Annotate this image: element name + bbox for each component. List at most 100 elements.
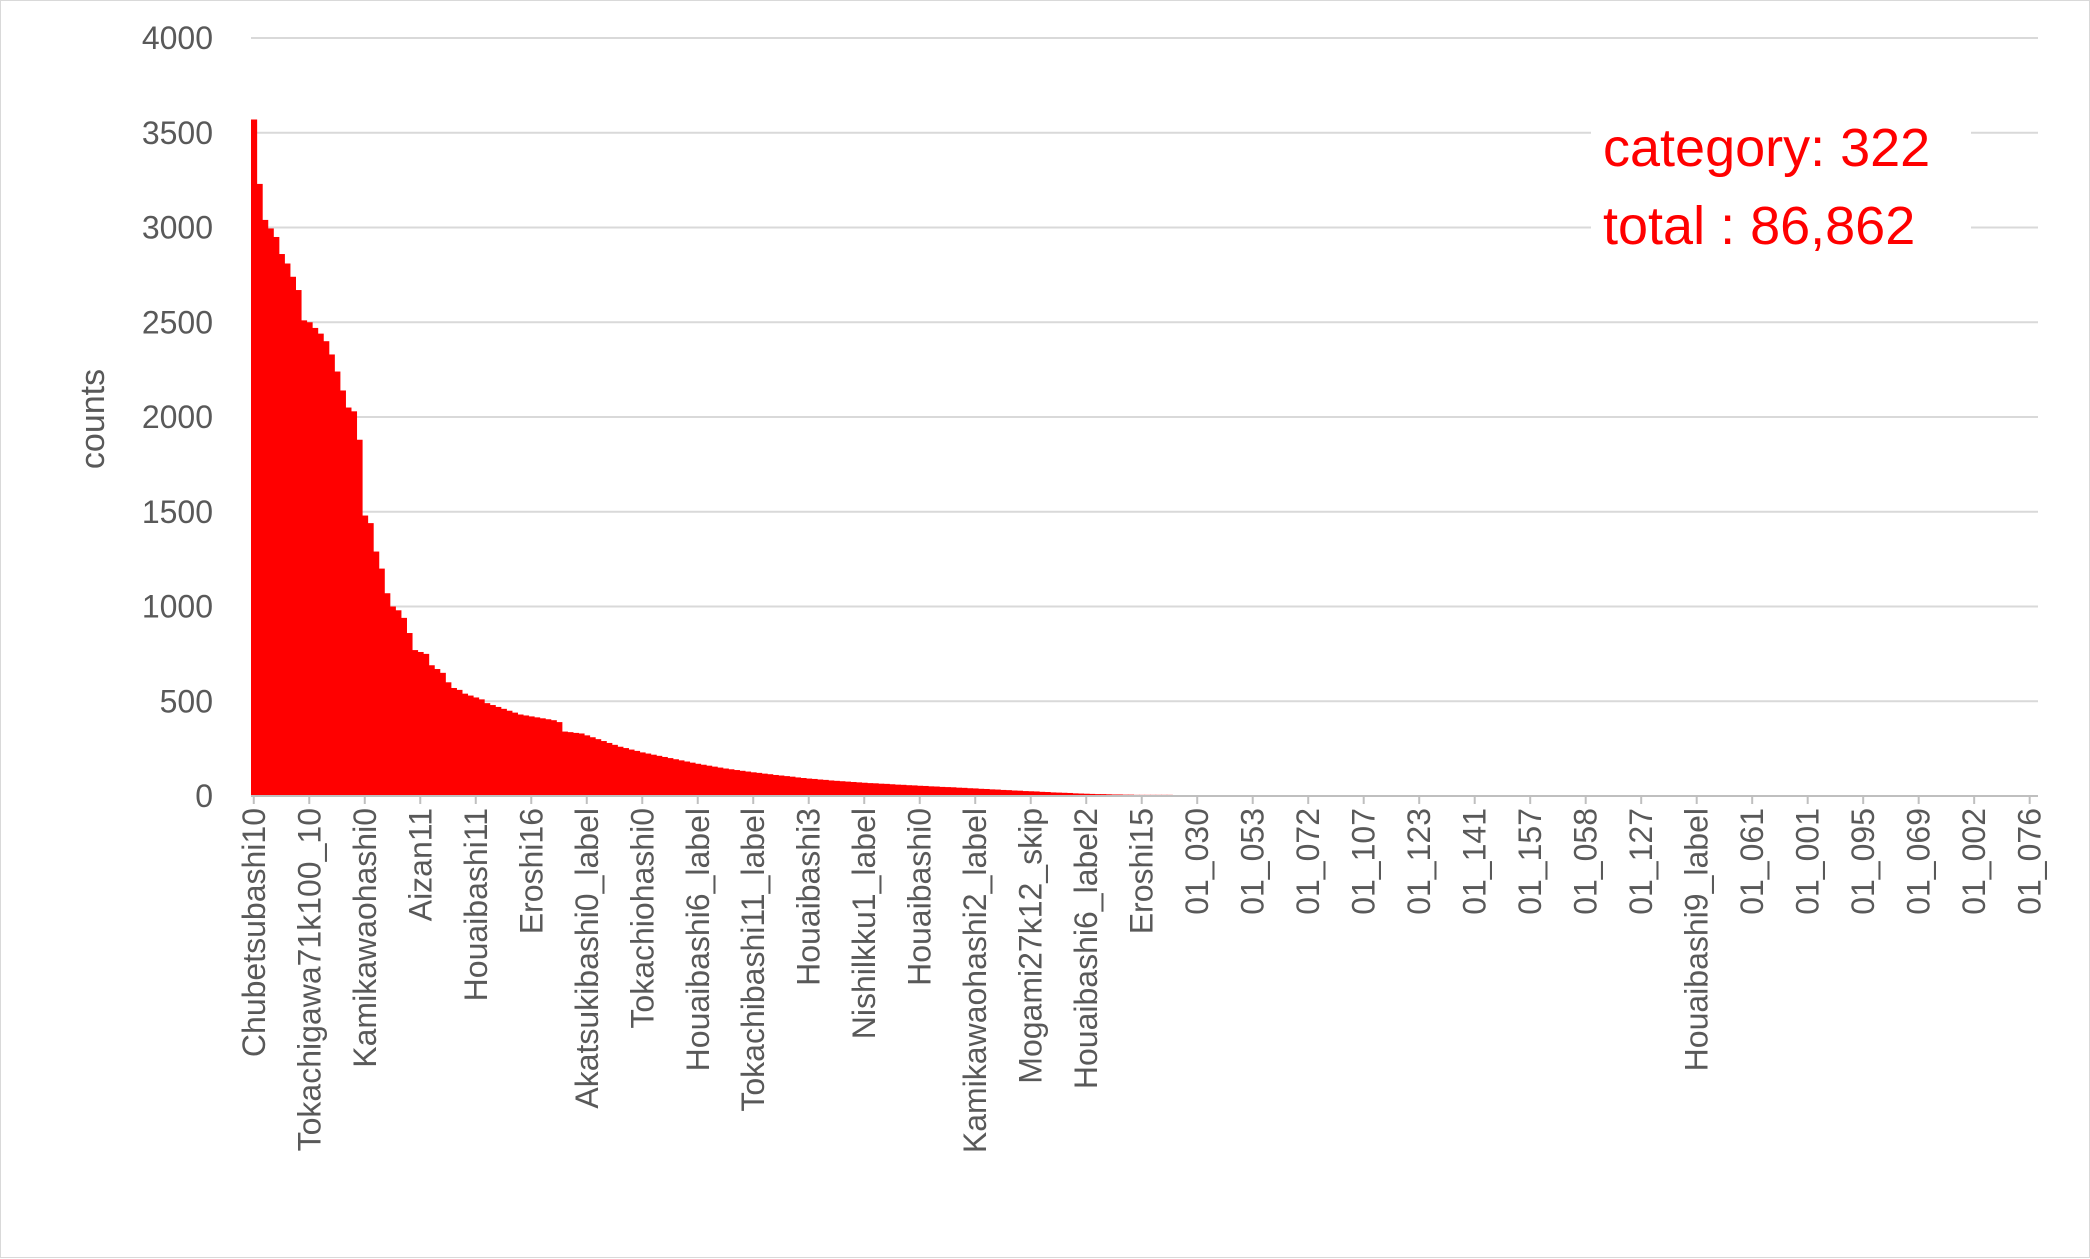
bar xyxy=(867,783,873,796)
bar xyxy=(545,719,551,796)
bar xyxy=(612,745,618,796)
x-tick-label: 01_157 xyxy=(1512,808,1548,915)
x-tick-label: 01_058 xyxy=(1568,808,1604,915)
bar xyxy=(673,759,679,796)
bar xyxy=(473,697,479,796)
bar xyxy=(861,783,867,796)
bar xyxy=(340,390,346,796)
x-tick-label: 01_141 xyxy=(1457,808,1493,915)
bar xyxy=(845,782,851,796)
y-tick-label: 3500 xyxy=(142,115,213,151)
bar xyxy=(329,354,335,796)
bar xyxy=(823,780,829,796)
bar xyxy=(440,673,446,796)
x-tick-label: 01_053 xyxy=(1235,808,1271,915)
bar xyxy=(784,776,790,796)
bar xyxy=(767,774,773,796)
bar xyxy=(534,717,540,796)
x-tick-label: 01_107 xyxy=(1346,808,1382,915)
bar xyxy=(257,184,263,796)
x-tick-label: 01_002 xyxy=(1956,808,1992,915)
bar xyxy=(667,758,673,796)
bar xyxy=(778,776,784,796)
bar xyxy=(850,782,856,796)
bar xyxy=(617,747,623,796)
bar xyxy=(551,720,557,796)
bar xyxy=(662,757,668,796)
bar xyxy=(295,290,301,796)
bar xyxy=(856,782,862,796)
bar xyxy=(251,119,257,796)
bar xyxy=(462,694,468,796)
bar xyxy=(445,682,451,796)
bar xyxy=(467,696,473,796)
y-tick-label: 2000 xyxy=(142,399,213,435)
bar xyxy=(928,786,934,796)
bar xyxy=(434,669,440,796)
bar xyxy=(701,765,707,796)
bar xyxy=(789,777,795,796)
y-tick-label: 1500 xyxy=(142,494,213,530)
bar xyxy=(695,764,701,796)
bar xyxy=(762,774,768,796)
bar xyxy=(634,751,640,796)
bar xyxy=(756,773,762,796)
bar xyxy=(412,650,418,796)
bar xyxy=(678,760,684,796)
x-tick-label: Tokachiohashi0 xyxy=(624,808,660,1029)
x-tick-label: Aizan11 xyxy=(402,808,438,921)
bar xyxy=(590,737,596,796)
bar xyxy=(373,552,379,796)
bar xyxy=(606,743,612,796)
bar xyxy=(795,777,801,796)
bar xyxy=(301,320,307,796)
bar xyxy=(934,787,940,796)
bar xyxy=(479,699,485,796)
bar xyxy=(401,618,407,796)
x-tick-label: Kamikawaohashi0 xyxy=(347,808,383,1068)
x-tick-label: 01_076 xyxy=(2012,808,2048,915)
x-tick-label: 01_095 xyxy=(1845,808,1881,915)
bar xyxy=(528,716,534,796)
y-tick-label: 500 xyxy=(160,683,213,719)
bar xyxy=(429,665,435,796)
x-tick-label: Chubetsubashi10 xyxy=(236,808,272,1057)
bar xyxy=(950,787,956,796)
y-tick-label: 0 xyxy=(195,778,213,814)
bar xyxy=(351,411,357,796)
bar xyxy=(945,787,951,796)
bar xyxy=(717,768,723,796)
bar xyxy=(323,341,329,796)
x-tick-label: Houaibashi3 xyxy=(791,808,827,986)
bar xyxy=(562,732,568,796)
x-tick-label: 01_127 xyxy=(1623,808,1659,915)
bar xyxy=(984,789,990,796)
bar xyxy=(495,707,501,796)
bar xyxy=(723,769,729,796)
bar xyxy=(651,755,657,796)
bar xyxy=(312,328,318,796)
bar xyxy=(706,766,712,796)
category-count-annotation: category: 322 xyxy=(1603,118,1930,178)
bar xyxy=(828,780,834,796)
bar xyxy=(645,754,651,796)
bar xyxy=(601,741,607,796)
bar xyxy=(967,788,973,796)
bar xyxy=(584,735,590,796)
x-tick-label: 01_072 xyxy=(1290,808,1326,915)
x-tick-label: 01_061 xyxy=(1734,808,1770,915)
bar xyxy=(956,788,962,796)
y-tick-label: 3000 xyxy=(142,210,213,246)
bar xyxy=(567,732,573,796)
x-tick-label: Akatsukibashi0_label xyxy=(569,808,605,1109)
bar xyxy=(512,713,518,796)
x-tick-label: Eroshi15 xyxy=(1124,808,1160,934)
bar xyxy=(368,523,374,796)
bars xyxy=(251,119,1689,796)
bar xyxy=(689,763,695,796)
x-tick-label: Houaibashi0 xyxy=(902,808,938,986)
x-tick-label: Eroshi16 xyxy=(513,808,549,934)
bar xyxy=(812,779,818,796)
